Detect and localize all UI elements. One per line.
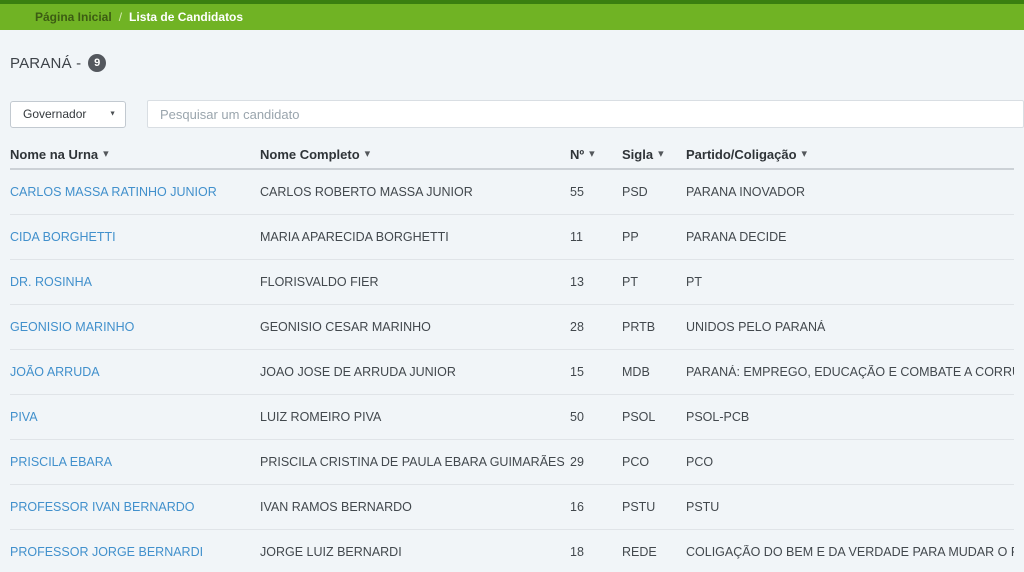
table-row: DR. ROSINHA FLORISVALDO FIER 13 PT PT: [10, 260, 1014, 305]
candidate-number: 11: [570, 230, 583, 244]
candidate-full-name: JORGE LUIZ BERNARDI: [260, 545, 402, 559]
page-title: PARANÁ - 9: [10, 48, 1014, 78]
candidate-full-name: LUIZ ROMEIRO PIVA: [260, 410, 382, 424]
candidate-full-name: IVAN RAMOS BERNARDO: [260, 500, 412, 514]
candidate-link[interactable]: PROFESSOR IVAN BERNARDO: [10, 500, 195, 514]
sort-caret-icon: ▾: [364, 147, 371, 160]
candidate-full-name: CARLOS ROBERTO MASSA JUNIOR: [260, 185, 473, 199]
breadcrumb-home-link[interactable]: Página Inicial: [35, 10, 112, 24]
candidate-number: 28: [570, 320, 584, 334]
candidate-coalition: PCO: [686, 455, 714, 469]
candidate-coalition: UNIDOS PELO PARANÁ: [686, 320, 826, 334]
office-select[interactable]: Governador ▼: [10, 100, 126, 128]
candidate-party-abbr: PSD: [622, 185, 648, 199]
candidate-number: 29: [570, 455, 584, 469]
column-header-sigla[interactable]: Sigla ▾: [622, 147, 686, 162]
candidate-full-name: FLORISVALDO FIER: [260, 275, 379, 289]
sort-caret-icon: ▾: [658, 147, 664, 160]
candidate-number: 50: [570, 410, 584, 424]
candidate-party-abbr: REDE: [622, 545, 657, 559]
candidate-number: 15: [570, 365, 584, 379]
candidate-party-abbr: PP: [622, 230, 639, 244]
column-header-partido[interactable]: Partido/Coligação ▾: [686, 147, 1014, 162]
table-row: PIVA LUIZ ROMEIRO PIVA 50 PSOL PSOL-PCB: [10, 395, 1014, 440]
table-row: CARLOS MASSA RATINHO JUNIOR CARLOS ROBER…: [10, 170, 1014, 215]
column-header-nome-urna[interactable]: Nome na Urna ▾: [10, 147, 260, 162]
candidate-count-badge: 9: [88, 54, 107, 72]
column-label: Partido/Coligação: [686, 146, 797, 162]
sort-caret-icon: ▾: [103, 147, 109, 160]
candidate-coalition: COLIGAÇÃO DO BEM E DA VERDADE PARA MUDAR…: [686, 545, 1014, 559]
candidate-coalition: PSOL-PCB: [686, 410, 750, 424]
candidate-full-name: PRISCILA CRISTINA DE PAULA EBARA GUIMARÃ…: [260, 455, 565, 469]
candidate-link[interactable]: GEONISIO MARINHO: [10, 320, 135, 334]
candidate-link[interactable]: PRISCILA EBARA: [10, 455, 113, 469]
state-title: PARANÁ -: [10, 54, 82, 72]
candidate-coalition: PARANÁ: EMPREGO, EDUCAÇÃO E COMBATE A CO…: [686, 365, 1014, 379]
column-label: Nome Completo: [260, 146, 360, 162]
candidate-coalition: PSTU: [686, 500, 720, 514]
column-label: Nome na Urna: [10, 146, 99, 162]
candidate-link[interactable]: DR. ROSINHA: [10, 275, 92, 289]
candidate-party-abbr: PRTB: [622, 320, 656, 334]
table-row: GEONISIO MARINHO GEONISIO CESAR MARINHO …: [10, 305, 1014, 350]
candidates-table: Nome na Urna ▾ Nome Completo ▾ Nº ▾ Sigl…: [10, 140, 1014, 572]
column-label: Sigla: [622, 146, 654, 162]
top-navigation-bar: Página Inicial / Lista de Candidatos: [0, 0, 1024, 30]
candidate-coalition: PARANA DECIDE: [686, 230, 787, 244]
candidate-coalition: PARANA INOVADOR: [686, 185, 806, 199]
column-header-nome-completo[interactable]: Nome Completo ▾: [260, 147, 570, 162]
office-select-value: Governador: [23, 107, 87, 121]
candidate-number: 13: [570, 275, 584, 289]
column-header-numero[interactable]: Nº ▾: [570, 147, 622, 162]
table-row: PROFESSOR JORGE BERNARDI JORGE LUIZ BERN…: [10, 530, 1014, 572]
sort-caret-icon: ▾: [801, 147, 808, 160]
candidate-party-abbr: PSOL: [622, 410, 656, 424]
candidate-party-abbr: MDB: [622, 365, 650, 379]
candidate-number: 55: [570, 185, 584, 199]
candidate-full-name: GEONISIO CESAR MARINHO: [260, 320, 431, 334]
table-header-row: Nome na Urna ▾ Nome Completo ▾ Nº ▾ Sigl…: [10, 140, 1014, 170]
filters-bar: Governador ▼: [10, 100, 1024, 128]
candidate-link[interactable]: PIVA: [10, 410, 38, 424]
table-row: JOÃO ARRUDA JOAO JOSE DE ARRUDA JUNIOR 1…: [10, 350, 1014, 395]
sort-caret-icon: ▾: [589, 147, 595, 160]
candidate-number: 18: [570, 545, 584, 559]
table-row: PROFESSOR IVAN BERNARDO IVAN RAMOS BERNA…: [10, 485, 1014, 530]
breadcrumb-current: Lista de Candidatos: [129, 10, 244, 24]
candidate-coalition: PT: [686, 275, 702, 289]
candidates-page: PARANÁ - 9 Governador ▼ Nome na Urna ▾ N…: [0, 48, 1024, 572]
table-row: CIDA BORGHETTI MARIA APARECIDA BORGHETTI…: [10, 215, 1014, 260]
candidate-number: 16: [570, 500, 584, 514]
candidate-full-name: MARIA APARECIDA BORGHETTI: [260, 230, 449, 244]
breadcrumb-separator: /: [118, 10, 123, 24]
candidate-party-abbr: PSTU: [622, 500, 656, 514]
candidate-link[interactable]: CIDA BORGHETTI: [10, 230, 116, 244]
chevron-down-icon: ▼: [109, 110, 116, 118]
candidate-full-name: JOAO JOSE DE ARRUDA JUNIOR: [260, 365, 456, 379]
candidate-party-abbr: PCO: [622, 455, 650, 469]
column-label: Nº: [570, 146, 585, 162]
candidate-link[interactable]: CARLOS MASSA RATINHO JUNIOR: [10, 185, 217, 199]
candidate-link[interactable]: PROFESSOR JORGE BERNARDI: [10, 545, 204, 559]
candidate-link[interactable]: JOÃO ARRUDA: [10, 365, 100, 379]
search-input[interactable]: [147, 100, 1024, 128]
candidate-party-abbr: PT: [622, 275, 638, 289]
table-row: PRISCILA EBARA PRISCILA CRISTINA DE PAUL…: [10, 440, 1014, 485]
